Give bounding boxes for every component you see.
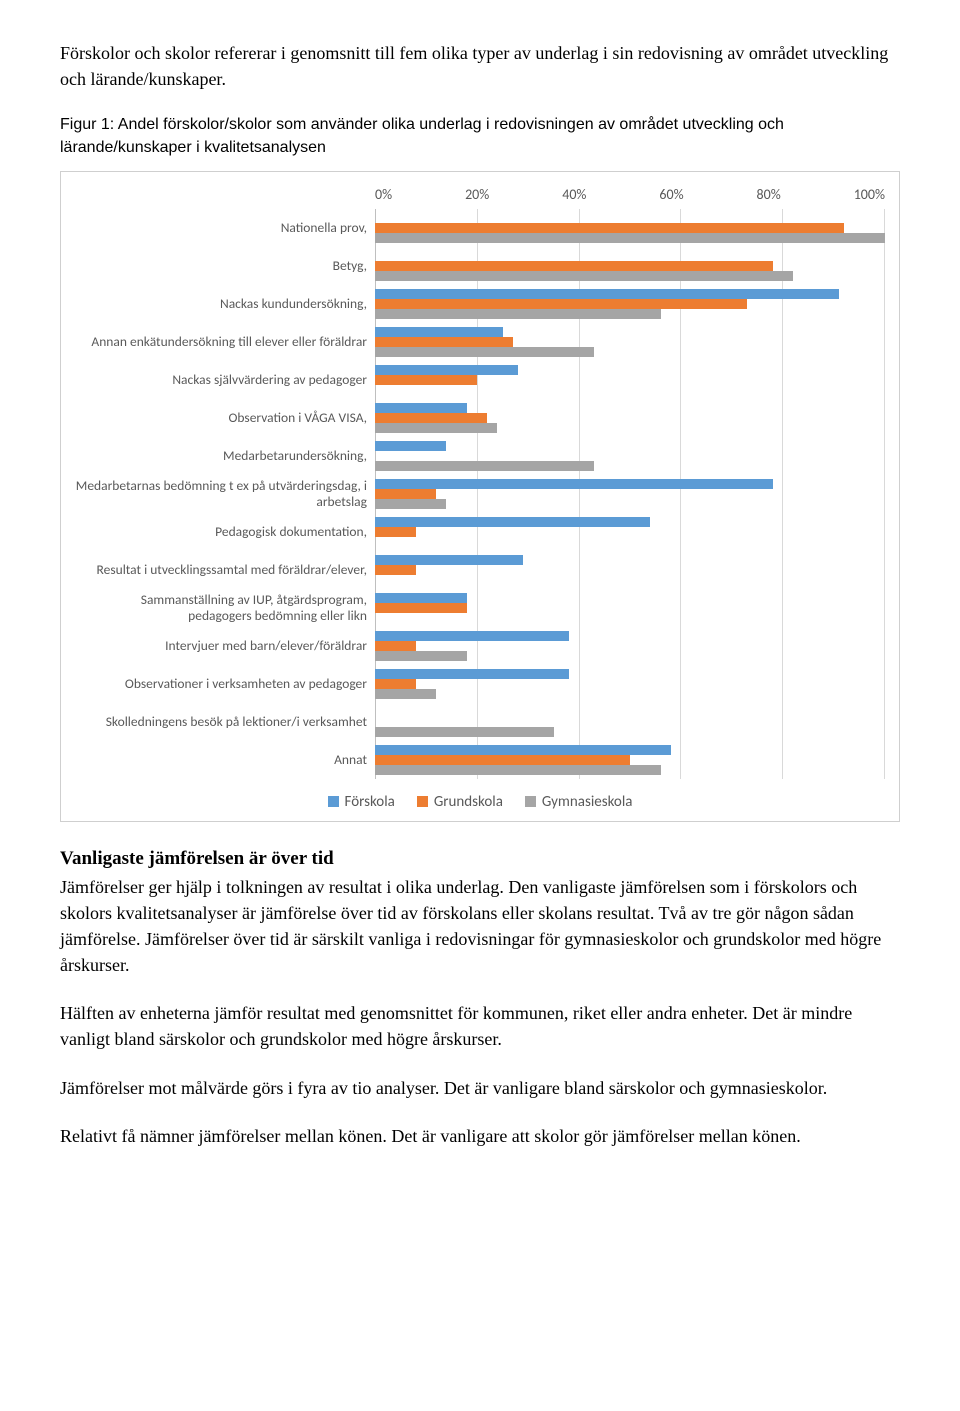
bar-group bbox=[375, 741, 885, 779]
bar bbox=[375, 233, 885, 243]
legend-swatch bbox=[525, 796, 536, 807]
x-tick-label: 0% bbox=[375, 186, 392, 203]
category-label: Nackas kundundersökning, bbox=[75, 285, 375, 323]
body-paragraph: Jämförelser mot målvärde görs i fyra av … bbox=[60, 1075, 900, 1101]
intro-paragraph: Förskolor och skolor refererar i genomsn… bbox=[60, 40, 900, 92]
bar-group bbox=[375, 665, 885, 703]
bar bbox=[375, 365, 518, 375]
bar-group bbox=[375, 209, 885, 247]
section-heading: Vanligaste jämförelsen är över tid bbox=[60, 848, 900, 870]
bar bbox=[375, 261, 773, 271]
bar bbox=[375, 223, 844, 233]
bar bbox=[375, 413, 487, 423]
bar bbox=[375, 555, 523, 565]
bar bbox=[375, 651, 467, 661]
body-paragraph: Hälften av enheterna jämför resultat med… bbox=[60, 1000, 900, 1052]
bar bbox=[375, 327, 503, 337]
legend-swatch bbox=[328, 796, 339, 807]
bar-group bbox=[375, 437, 885, 475]
bar-group bbox=[375, 323, 885, 361]
bar bbox=[375, 755, 630, 765]
category-label: Skolledningens besök på lektioner/i verk… bbox=[75, 703, 375, 741]
category-label: Observation i VÅGA VISA, bbox=[75, 399, 375, 437]
bar bbox=[375, 641, 416, 651]
bar bbox=[375, 517, 650, 527]
bar-group bbox=[375, 513, 885, 551]
bar-group bbox=[375, 627, 885, 665]
bar bbox=[375, 347, 594, 357]
bar-group bbox=[375, 399, 885, 437]
bar bbox=[375, 727, 554, 737]
bar bbox=[375, 499, 446, 509]
category-label: Intervjuer med barn/elever/föräldrar bbox=[75, 627, 375, 665]
legend-label: Förskola bbox=[345, 793, 395, 811]
legend-item: Gymnasieskola bbox=[525, 793, 633, 811]
bar bbox=[375, 299, 747, 309]
bar bbox=[375, 375, 477, 385]
x-axis: 0% 20% 40% 60% 80% 100% bbox=[75, 186, 885, 203]
legend-item: Grundskola bbox=[417, 793, 503, 811]
bar bbox=[375, 631, 569, 641]
bar bbox=[375, 593, 467, 603]
bar bbox=[375, 309, 661, 319]
legend-label: Grundskola bbox=[434, 793, 503, 811]
category-label: Annat bbox=[75, 741, 375, 779]
legend-item: Förskola bbox=[328, 793, 395, 811]
bar bbox=[375, 489, 436, 499]
body-paragraph: Relativt få nämner jämförelser mellan kö… bbox=[60, 1123, 900, 1149]
x-tick-label: 60% bbox=[659, 186, 683, 203]
bar-group bbox=[375, 247, 885, 285]
bar-group bbox=[375, 589, 885, 627]
x-tick-label: 100% bbox=[854, 186, 885, 203]
bar bbox=[375, 527, 416, 537]
category-label: Observationer i verksamheten av pedagoge… bbox=[75, 665, 375, 703]
bar bbox=[375, 337, 513, 347]
legend-swatch bbox=[417, 796, 428, 807]
legend-label: Gymnasieskola bbox=[542, 793, 633, 811]
category-label: Sammanställning av IUP, åtgärdsprogram, … bbox=[75, 589, 375, 627]
chart: 0% 20% 40% 60% 80% 100% Nationella prov,Betyg… bbox=[60, 171, 900, 822]
bar bbox=[375, 745, 671, 755]
bar bbox=[375, 289, 839, 299]
bar bbox=[375, 565, 416, 575]
category-label: Medarbetarnas bedömning t ex på utvärder… bbox=[75, 475, 375, 513]
bar-group bbox=[375, 475, 885, 513]
chart-legend: Förskola Grundskola Gymnasieskola bbox=[75, 793, 885, 811]
figure-caption: Figur 1: Andel förskolor/skolor som anvä… bbox=[60, 114, 900, 159]
category-label: Nackas självvärdering av pedagoger bbox=[75, 361, 375, 399]
bar bbox=[375, 765, 661, 775]
body-paragraph: Jämförelser ger hjälp i tolkningen av re… bbox=[60, 874, 900, 978]
bar bbox=[375, 689, 436, 699]
x-tick-label: 80% bbox=[757, 186, 781, 203]
bar bbox=[375, 461, 594, 471]
x-tick-label: 20% bbox=[465, 186, 489, 203]
category-label: Pedagogisk dokumentation, bbox=[75, 513, 375, 551]
bar bbox=[375, 679, 416, 689]
bar bbox=[375, 403, 467, 413]
bar bbox=[375, 669, 569, 679]
bar-group bbox=[375, 285, 885, 323]
category-label: Annan enkätundersökning till elever elle… bbox=[75, 323, 375, 361]
bar-group bbox=[375, 361, 885, 399]
bar-group bbox=[375, 551, 885, 589]
bar bbox=[375, 271, 793, 281]
bar-group bbox=[375, 703, 885, 741]
category-label: Medarbetarundersökning, bbox=[75, 437, 375, 475]
bar bbox=[375, 479, 773, 489]
x-tick-label: 40% bbox=[562, 186, 586, 203]
category-label: Betyg, bbox=[75, 247, 375, 285]
bar bbox=[375, 603, 467, 613]
category-label: Resultat i utvecklingssamtal med föräldr… bbox=[75, 551, 375, 589]
bar bbox=[375, 423, 497, 433]
category-label: Nationella prov, bbox=[75, 209, 375, 247]
bar bbox=[375, 441, 446, 451]
